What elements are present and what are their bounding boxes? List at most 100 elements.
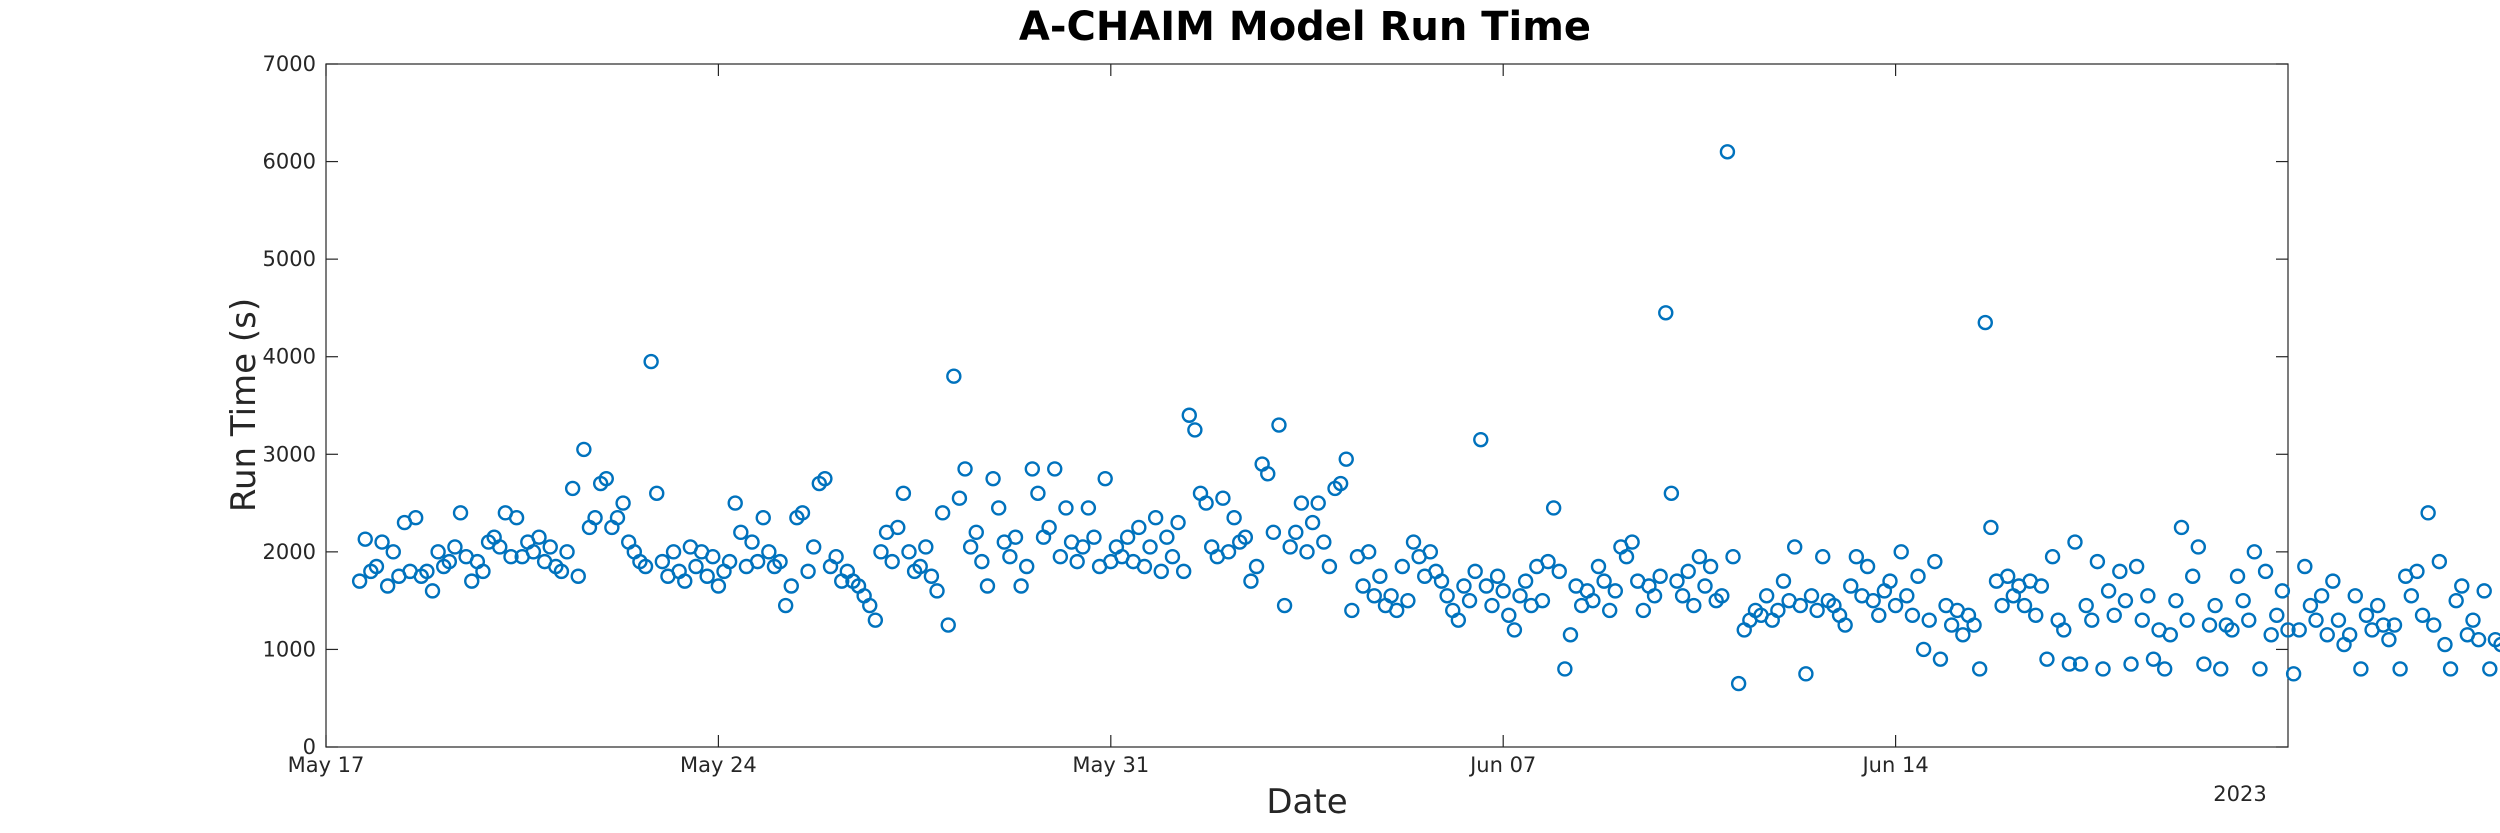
data-point xyxy=(727,495,743,511)
data-point xyxy=(1243,573,1259,589)
data-point xyxy=(940,617,956,633)
data-point xyxy=(1332,475,1349,492)
data-point xyxy=(2100,583,2117,599)
data-point xyxy=(777,597,794,614)
data-point xyxy=(1596,573,1612,589)
data-point xyxy=(1372,568,1388,584)
data-point xyxy=(1119,529,1136,545)
data-point xyxy=(492,539,508,555)
data-point xyxy=(2409,563,2425,580)
data-point xyxy=(1321,558,1338,575)
data-point xyxy=(1198,495,1214,511)
data-point xyxy=(1142,539,1158,555)
data-point xyxy=(1450,612,1467,628)
data-point xyxy=(1837,617,1853,633)
data-point xyxy=(1674,588,1691,604)
data-point xyxy=(1943,617,1960,633)
data-point xyxy=(2123,656,2139,672)
x-axis-label: Date xyxy=(1266,782,1347,822)
y-tick-label: 4000 xyxy=(263,345,316,369)
data-point xyxy=(1316,534,1332,550)
data-point xyxy=(2078,597,2094,614)
data-point xyxy=(794,505,811,521)
data-point xyxy=(1798,666,1814,682)
data-point xyxy=(1551,563,1567,580)
data-point xyxy=(951,490,968,506)
data-point xyxy=(2145,651,2162,667)
data-point xyxy=(946,368,962,384)
data-point xyxy=(2470,631,2487,648)
data-point xyxy=(525,544,542,560)
data-point xyxy=(2353,661,2369,677)
data-point xyxy=(2302,597,2319,614)
data-point xyxy=(1338,451,1354,467)
data-point xyxy=(2319,627,2335,643)
data-point xyxy=(1557,661,1573,677)
data-point xyxy=(862,597,878,614)
data-point xyxy=(744,534,760,550)
data-point xyxy=(1910,568,1926,584)
data-point xyxy=(1658,305,1674,321)
data-point xyxy=(912,558,928,575)
data-point xyxy=(1843,578,1859,594)
data-point xyxy=(1080,500,1097,516)
data-point xyxy=(609,510,626,526)
data-point xyxy=(447,539,463,555)
data-point xyxy=(654,553,671,570)
data-point xyxy=(783,578,799,594)
data-point xyxy=(817,470,833,487)
data-point xyxy=(1136,558,1153,575)
data-point xyxy=(2493,636,2500,653)
data-point xyxy=(1893,544,1909,560)
x-tick-label: May 31 xyxy=(1072,753,1149,777)
data-point xyxy=(990,500,1007,516)
data-point xyxy=(1058,500,1074,516)
data-point xyxy=(441,553,458,570)
data-point xyxy=(733,524,749,541)
data-point xyxy=(1467,563,1483,580)
data-point xyxy=(800,563,816,580)
data-point xyxy=(1691,549,1708,565)
data-point xyxy=(1512,588,1528,604)
data-point xyxy=(2414,607,2431,623)
data-point xyxy=(710,578,727,594)
data-point xyxy=(1237,529,1254,545)
data-point xyxy=(1652,568,1668,584)
data-point xyxy=(1562,627,1579,643)
data-point xyxy=(1540,553,1556,570)
data-point xyxy=(1899,588,1915,604)
data-point xyxy=(962,539,979,555)
data-point xyxy=(1714,588,1730,604)
data-point xyxy=(407,510,424,526)
data-point xyxy=(1394,558,1410,575)
data-point xyxy=(1697,578,1713,594)
data-point xyxy=(2313,588,2330,604)
data-point xyxy=(1646,588,1663,604)
data-point xyxy=(1994,597,2010,614)
data-point xyxy=(1904,607,1921,623)
data-point xyxy=(1360,544,1377,560)
data-point xyxy=(643,353,659,370)
chart-title: A-CHAIM Model Run Time xyxy=(1019,4,1591,50)
data-point xyxy=(1276,597,1293,614)
data-point xyxy=(2263,627,2279,643)
data-point xyxy=(1461,592,1478,609)
data-point xyxy=(570,568,586,584)
data-point xyxy=(1545,500,1562,516)
data-point xyxy=(2067,534,2083,550)
data-point xyxy=(2308,612,2324,628)
data-point xyxy=(1383,588,1399,604)
data-point xyxy=(2112,563,2128,580)
data-point xyxy=(867,612,884,628)
data-point xyxy=(1271,417,1287,433)
data-point xyxy=(1293,495,1310,511)
data-point xyxy=(2179,612,2195,628)
data-point xyxy=(2095,661,2111,677)
data-point xyxy=(1069,553,1085,570)
data-point xyxy=(1865,592,1881,609)
data-point xyxy=(379,578,396,594)
data-point xyxy=(2392,661,2408,677)
data-point xyxy=(2224,622,2240,638)
data-point xyxy=(923,568,940,584)
data-point xyxy=(2476,583,2492,599)
